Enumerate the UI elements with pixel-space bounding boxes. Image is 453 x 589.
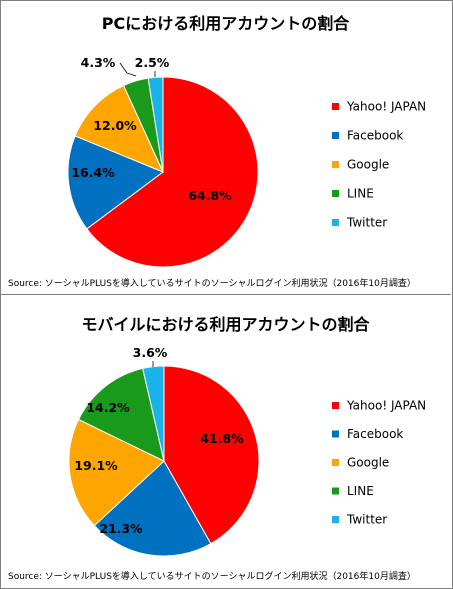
leader-line-line [119,62,137,77]
legend-label-facebook: Facebook [347,129,403,143]
legend-swatch-yahoo-japan [332,402,339,409]
data-label-yahoo-japan: 41.8% [200,431,244,446]
slice-facebook [93,460,212,557]
legend-label-line: LINE [347,484,374,498]
legend-swatch-facebook [332,430,339,438]
data-label-google: 12.0% [93,118,137,133]
slice-google [74,84,164,173]
legend-swatch-line [332,487,339,495]
legend-label-line: LINE [347,187,374,201]
slice-yahoo-japan [86,76,259,268]
slice-twitter [147,76,164,173]
pc-chart-title: PCにおける利用アカウントの割合 [101,14,350,33]
legend-swatch-yahoo-japan [332,103,339,110]
mobile-chart-panel: モバイルにおける利用アカウントの割合 41.8% 21.3% 19.1% 14.2% 3… [0,295,451,587]
legend-label-twitter: Twitter [346,216,387,230]
data-label-google: 19.1% [74,458,118,473]
mobile-chart-title: モバイルにおける利用アカウントの割合 [81,315,370,334]
data-label-facebook: 16.4% [71,165,115,180]
legend-swatch-google [332,459,339,466]
legend-swatch-line [332,190,339,197]
slice-facebook [67,135,165,230]
data-label-twitter: 3.6% [133,345,168,360]
legend-label-twitter: Twitter [346,513,387,527]
pc-pie-chart: 64.8% 16.4% 12.0% 4.3% 2.5% Yahoo! JAPAN Faceb… [67,55,426,268]
legend-label-google: Google [347,456,389,470]
legend-label-google: Google [347,158,389,172]
legend-label-facebook: Facebook [347,427,403,441]
mobile-pie-chart: 41.8% 21.3% 19.1% 14.2% 3.6% Yahoo! JAPAN Face… [68,345,426,557]
legend-swatch-facebook [332,132,339,139]
legend-label-yahoo-japan: Yahoo! JAPAN [346,100,426,114]
pc-chart-source: Source: ソーシャルPLUSを導入しているサイトのソーシャルログイン利用状… [8,279,416,289]
data-label-twitter: 2.5% [135,55,170,70]
data-label-facebook: 21.3% [99,521,143,536]
pc-chart-panel: PCにおける利用アカウントの割合 64.8% 16.4% 12.0% 4.3% 2.5%… [0,0,451,295]
slice-line [77,367,165,462]
legend-swatch-twitter [332,516,339,523]
slice-yahoo-japan [163,365,260,545]
data-label-line: 4.3% [81,55,116,70]
slice-google [68,418,165,527]
data-label-yahoo-japan: 64.8% [188,188,232,203]
legend-swatch-google [332,161,339,168]
mobile-chart-source: Source: ソーシャルPLUSを導入しているサイトのソーシャルログイン利用状… [8,572,416,582]
legend-label-yahoo-japan: Yahoo! JAPAN [346,399,426,413]
legend-swatch-twitter [332,219,339,226]
data-label-line: 14.2% [86,400,130,415]
